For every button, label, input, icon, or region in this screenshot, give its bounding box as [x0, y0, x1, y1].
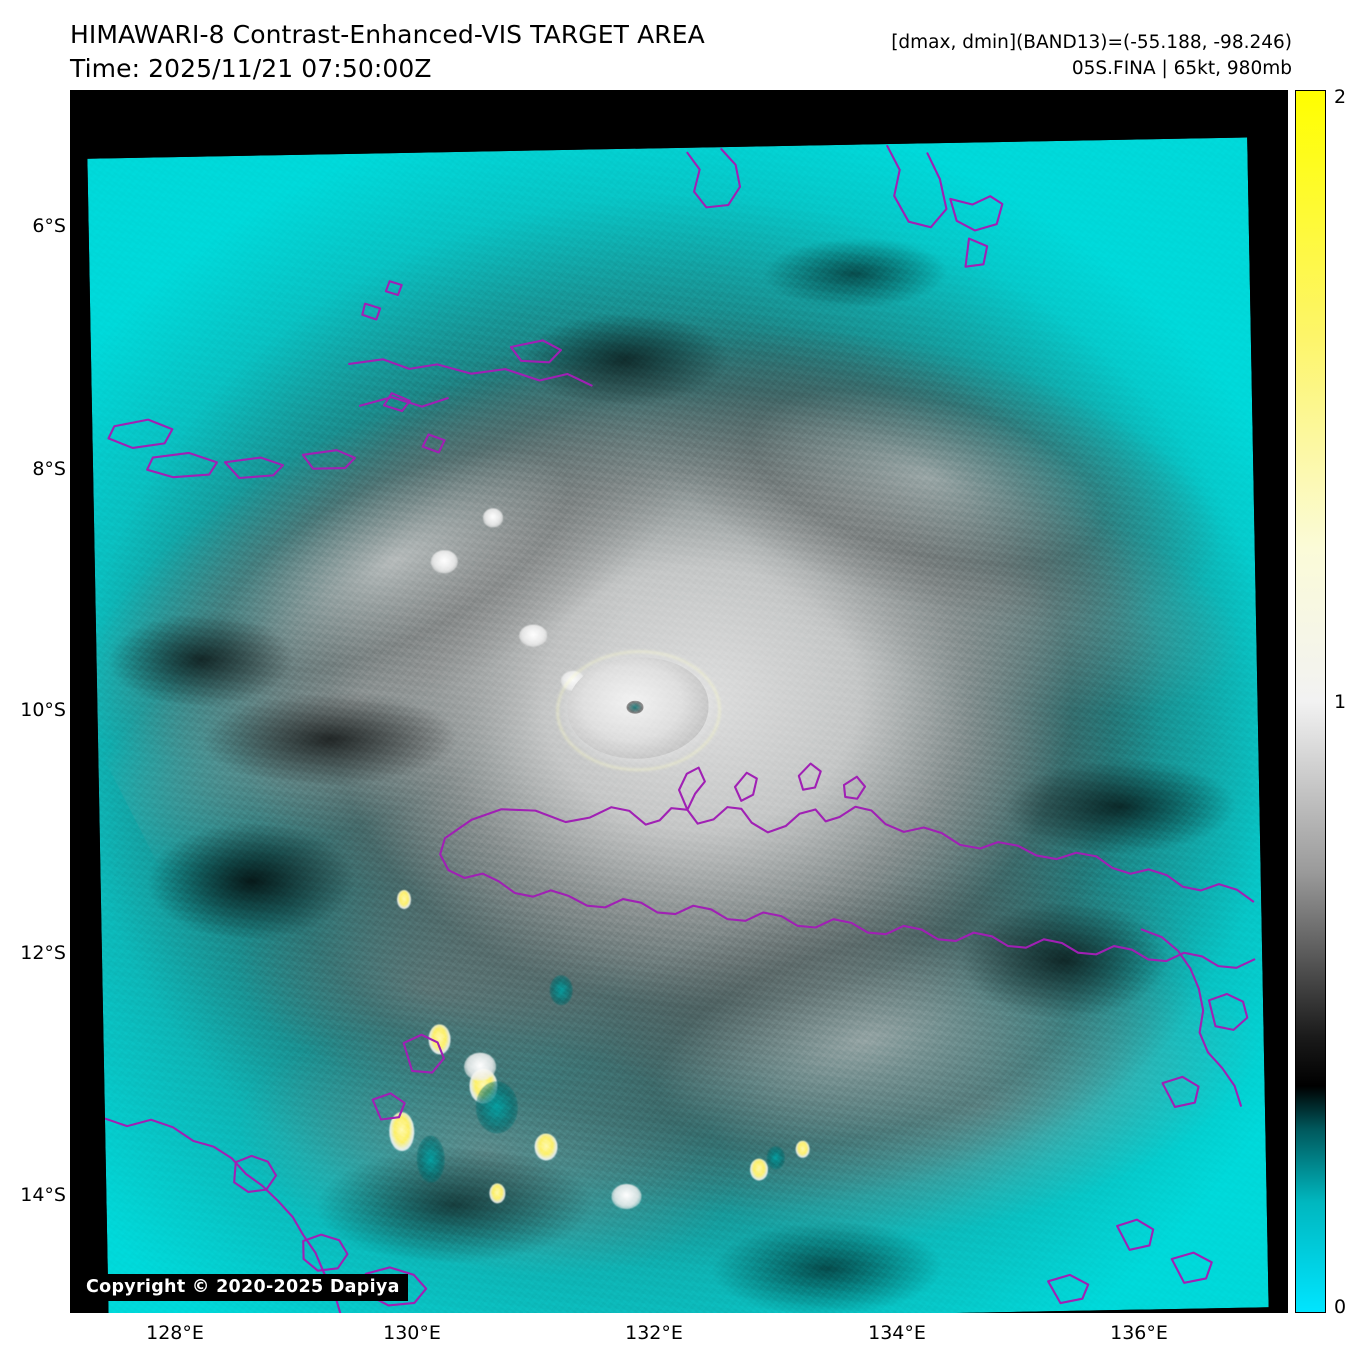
satellite-image-clip: [70, 90, 1288, 1313]
storm-intensity-label: 05S.FINA | 65kt, 980mb: [1071, 58, 1292, 79]
colorbar-tick-label: 0: [1334, 1296, 1347, 1318]
timestamp-label: Time: 2025/11/21 07:50:00Z: [70, 54, 432, 83]
satellite-image-plot: Copyright © 2020-2025 Dapiya: [70, 90, 1288, 1313]
colorbar-tick-label: 2: [1334, 86, 1347, 108]
y-tick-label: 6°S: [32, 215, 66, 237]
x-tick-label: 128°E: [146, 1322, 204, 1344]
header-title-block: HIMAWARI-8 Contrast-Enhanced-VIS TARGET …: [70, 18, 930, 86]
y-tick-label: 10°S: [20, 699, 66, 721]
dmax-dmin-label: [dmax, dmin](BAND13)=(-55.188, -98.246): [891, 32, 1292, 53]
x-tick-label: 134°E: [868, 1322, 926, 1344]
header-info-block: [dmax, dmin](BAND13)=(-55.188, -98.246) …: [862, 30, 1292, 82]
y-tick-label: 14°S: [20, 1184, 66, 1206]
x-tick-label: 136°E: [1110, 1322, 1168, 1344]
colorbar-tick-label: 1: [1334, 691, 1347, 713]
colorbar-gradient: [1296, 91, 1325, 1312]
y-tick-label: 8°S: [32, 458, 66, 480]
copyright-label: Copyright © 2020-2025 Dapiya: [78, 1274, 408, 1301]
y-tick-label: 12°S: [20, 942, 66, 964]
x-tick-label: 130°E: [383, 1322, 441, 1344]
satellite-swath: [87, 137, 1269, 1313]
cloud-texture-layer: [87, 137, 1269, 1313]
colorbar: [1295, 90, 1326, 1313]
x-tick-label: 132°E: [625, 1322, 683, 1344]
page-title: HIMAWARI-8 Contrast-Enhanced-VIS TARGET …: [70, 20, 705, 49]
